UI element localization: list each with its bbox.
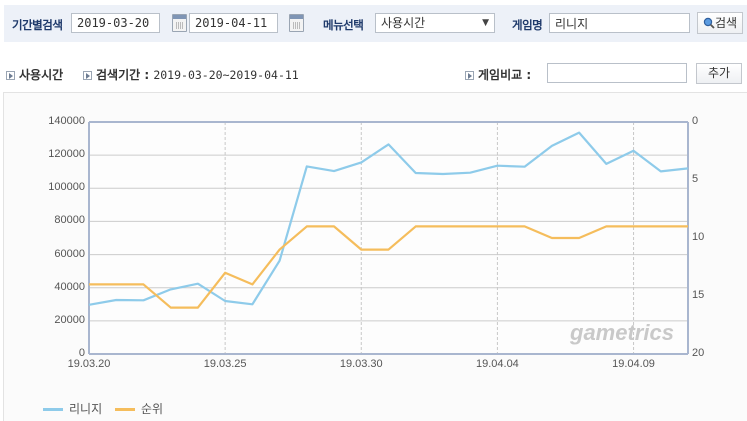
y-left-tick: 100000 bbox=[48, 181, 85, 194]
y-right-tick: 0 bbox=[692, 115, 699, 127]
bullet-icon bbox=[83, 71, 92, 80]
x-tick: 19.04.04 bbox=[475, 358, 519, 370]
x-tick: 19.03.25 bbox=[203, 358, 247, 370]
y-left-tick: 140000 bbox=[48, 115, 85, 127]
menu-select[interactable]: 사용시간 ▼ bbox=[375, 13, 495, 33]
y-right-tick: 10 bbox=[692, 231, 705, 243]
game-compare-input[interactable] bbox=[547, 63, 687, 83]
y-right-tick: 20 bbox=[692, 347, 705, 359]
metric-label: 사용시간 bbox=[19, 68, 64, 82]
metric-title: 사용시간 bbox=[6, 66, 63, 83]
game-name-input[interactable] bbox=[549, 13, 690, 33]
menu-select-label: 메뉴선택 bbox=[323, 18, 364, 32]
end-date-input[interactable] bbox=[189, 13, 278, 33]
dropdown-arrow-icon: ▼ bbox=[482, 18, 489, 28]
game-compare: 게임비교 : bbox=[465, 66, 531, 83]
search-button-label: 검색 bbox=[714, 16, 738, 30]
start-date-input[interactable] bbox=[71, 13, 160, 33]
y-left-tick: 120000 bbox=[48, 148, 85, 161]
bullet-icon bbox=[6, 71, 15, 80]
y-right-tick: 15 bbox=[692, 289, 705, 301]
legend-swatch bbox=[115, 408, 135, 411]
y-left-tick: 60000 bbox=[54, 247, 85, 260]
x-tick: 19.04.09 bbox=[612, 358, 655, 370]
legend-item-rank: 순위 bbox=[115, 400, 163, 417]
magnifier-icon bbox=[703, 17, 715, 29]
y-left-tick: 20000 bbox=[54, 313, 85, 326]
add-button[interactable]: 추가 bbox=[696, 63, 742, 84]
y-right-tick: 5 bbox=[692, 173, 699, 185]
search-button[interactable]: 검색 bbox=[697, 12, 743, 34]
legend-swatch bbox=[43, 408, 63, 411]
period-search-label: 기간별검색 bbox=[12, 18, 63, 32]
search-period: 검색기간 : 2019-03-20~2019-04-11 bbox=[83, 66, 299, 83]
game-name-label: 게임명 bbox=[512, 18, 543, 32]
legend-label: 리니지 bbox=[69, 402, 103, 416]
legend-label: 순위 bbox=[141, 402, 164, 416]
calendar-icon[interactable] bbox=[172, 14, 187, 32]
legend-item-lineage: 리니지 bbox=[43, 400, 102, 417]
y-left-tick: 0 bbox=[78, 347, 85, 359]
y-left-tick: 80000 bbox=[54, 214, 85, 227]
svg-text:gametrics: gametrics bbox=[569, 320, 674, 345]
search-period-value: 2019-03-20~2019-04-11 bbox=[153, 68, 299, 82]
bullet-icon bbox=[465, 71, 474, 80]
search-period-label: 검색기간 : bbox=[96, 68, 150, 82]
x-tick: 19.03.20 bbox=[67, 358, 111, 370]
calendar-icon[interactable] bbox=[289, 14, 304, 32]
game-compare-label: 게임비교 : bbox=[478, 68, 532, 82]
y-left-tick: 40000 bbox=[54, 280, 85, 293]
x-tick: 19.03.30 bbox=[339, 358, 383, 370]
menu-selected-value: 사용시간 bbox=[381, 16, 426, 30]
